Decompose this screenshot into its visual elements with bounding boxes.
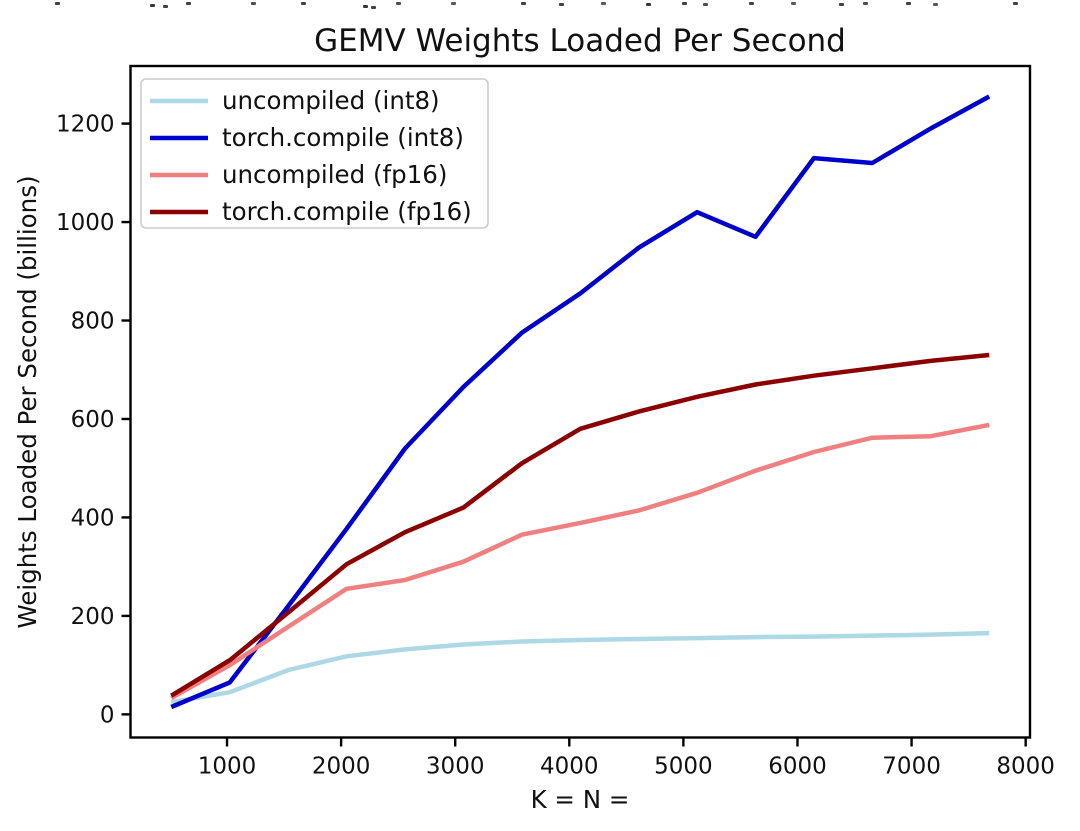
x-axis-label: K = N =	[531, 785, 630, 814]
legend: uncompiled (int8) torch.compile (int8) u…	[140, 78, 489, 229]
series-line-torch-compile-int8	[170, 94, 991, 710]
x-tick-label: 5000	[654, 754, 713, 780]
series-lines-group	[170, 94, 991, 710]
y-tick-label: 800	[71, 309, 115, 335]
plot-frame	[129, 64, 1032, 739]
x-tick-label: 2000	[312, 754, 371, 780]
legend-box	[140, 78, 489, 229]
y-tick-label: 600	[71, 407, 115, 433]
y-axis-label: Weights Loaded Per Second (billions)	[13, 175, 42, 628]
chart-title: GEMV Weights Loaded Per Second	[314, 23, 846, 59]
legend-label-uncompiled-int8: uncompiled (int8)	[222, 86, 440, 115]
legend-label-uncompiled-fp16: uncompiled (fp16)	[222, 160, 447, 189]
y-tick-label: 0	[100, 702, 115, 728]
x-tick-label: 6000	[768, 754, 827, 780]
legend-label-torch-compile-fp16: torch.compile (fp16)	[222, 197, 472, 226]
x-tick-label: 1000	[198, 754, 257, 780]
legend-label-torch-compile-int8: torch.compile (int8)	[222, 123, 464, 152]
axes-group: 1000 2000 3000 4000 5000 6000 7000 8000 0 200 400 6…	[56, 64, 1055, 780]
y-tick-label: 400	[71, 505, 115, 531]
series-line-uncompiled-fp16	[170, 422, 990, 701]
clipped-text-fragments	[0, 0, 5, 3]
x-tick-label: 7000	[882, 754, 941, 780]
y-tick-label: 1000	[56, 210, 115, 236]
y-tick-label: 1200	[56, 112, 115, 138]
y-tick-label: 200	[71, 604, 115, 630]
series-line-uncompiled-int8	[170, 630, 990, 705]
x-tick-label: 3000	[426, 754, 485, 780]
x-tick-label: 8000	[996, 754, 1055, 780]
series-line-torch-compile-fp16	[170, 352, 990, 698]
x-tick-label: 4000	[540, 754, 599, 780]
